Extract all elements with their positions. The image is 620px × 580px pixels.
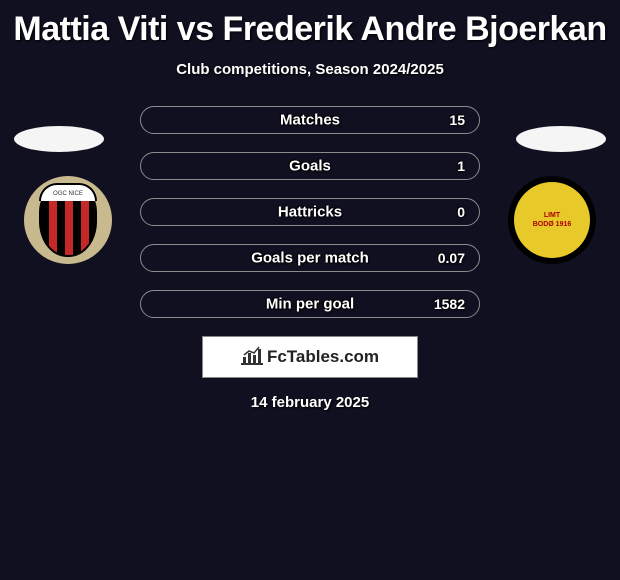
stat-value: 0 [457,204,465,220]
stat-label: Goals per match [251,250,369,267]
stat-row: Min per goal 1582 [140,290,480,318]
stat-row: Matches 15 [140,106,480,134]
brand-text: FcTables.com [267,347,379,367]
flag-left [14,126,104,152]
bodo-text-2: BODØ 1916 [533,220,572,229]
stat-value: 1 [457,158,465,174]
stat-label: Hattricks [278,204,342,221]
date-text: 14 february 2025 [0,394,620,411]
bodo-text-1: LIMT [544,211,560,220]
stat-row: Hattricks 0 [140,198,480,226]
stat-value: 1582 [434,296,465,312]
brand-box: FcTables.com [202,336,418,378]
nice-crest: OGC NICE [39,183,97,257]
subtitle: Club competitions, Season 2024/2025 [0,61,620,78]
stats-container: Matches 15 Goals 1 Hattricks 0 Goals per… [140,106,480,318]
stat-value: 0.07 [438,250,465,266]
stat-label: Matches [280,112,340,129]
stat-row: Goals per match 0.07 [140,244,480,272]
flag-right [516,126,606,152]
club-badge-left: OGC NICE [24,176,112,264]
club-badge-right: LIMT BODØ 1916 [508,176,596,264]
stat-label: Min per goal [266,296,354,313]
stat-value: 15 [449,112,465,128]
stat-row: Goals 1 [140,152,480,180]
bodo-crest: LIMT BODØ 1916 [514,182,590,258]
nice-crest-top: OGC NICE [39,183,97,201]
stat-label: Goals [289,158,331,175]
chart-icon [241,345,263,370]
page-title: Mattia Viti vs Frederik Andre Bjoerkan [0,0,620,49]
